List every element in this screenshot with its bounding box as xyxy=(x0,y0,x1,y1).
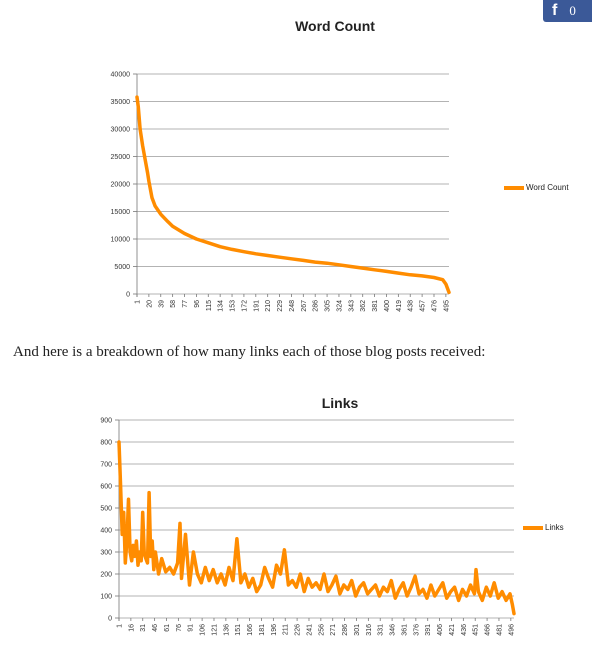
x-tick-label: 438 xyxy=(408,300,415,312)
x-tick-label: 1 xyxy=(117,624,124,628)
y-tick-label: 5000 xyxy=(114,264,130,271)
x-tick-label: 31 xyxy=(140,624,147,632)
x-tick-label: 134 xyxy=(218,300,225,312)
x-tick-label: 362 xyxy=(360,300,367,312)
x-tick-label: 91 xyxy=(188,624,195,632)
y-tick-label: 30000 xyxy=(111,127,131,134)
x-tick-label: 286 xyxy=(342,624,349,636)
x-tick-label: 241 xyxy=(306,624,313,636)
x-tick-label: 1 xyxy=(135,300,142,304)
y-tick-label: 0 xyxy=(126,292,130,299)
word-count-chart: Word Count 0 5000 10000 15000 20000 25000 3000… xyxy=(90,10,580,330)
x-tick-label: 115 xyxy=(206,300,213,311)
x-tick-label: 419 xyxy=(396,300,403,312)
y-tick-label: 10000 xyxy=(111,237,131,244)
x-tick-label: 267 xyxy=(301,300,308,312)
y-tick-label: 600 xyxy=(100,484,112,491)
x-tick-label: 391 xyxy=(425,624,432,636)
y-tick-label: 300 xyxy=(100,550,112,557)
word-count-plot: 0 5000 10000 15000 20000 25000 30000 35000 40000… xyxy=(111,72,451,312)
x-tick-label: 301 xyxy=(354,624,361,636)
x-tick-label: 331 xyxy=(378,624,385,636)
x-tick-label: 61 xyxy=(164,624,171,632)
x-tick-label: 166 xyxy=(247,624,254,636)
x-tick-label: 39 xyxy=(158,300,165,308)
share-count: 0 xyxy=(569,3,576,18)
y-tick-label: 0 xyxy=(108,616,112,623)
x-tick-label: 58 xyxy=(170,300,177,308)
y-tick-label: 15000 xyxy=(111,209,131,216)
x-tick-label: 286 xyxy=(313,300,320,312)
x-tick-label: 421 xyxy=(449,624,456,636)
x-tick-label: 196 xyxy=(271,624,278,636)
links-chart: Links 0 100 200 300 400 500 600 700 800 900 1 16 31 4… xyxy=(90,385,580,657)
x-tick-label: 496 xyxy=(508,624,515,636)
legend-swatch xyxy=(504,185,524,190)
x-tick-label: 76 xyxy=(176,624,183,632)
x-tick-label: 226 xyxy=(295,624,302,636)
y-tick-label: 900 xyxy=(100,418,112,425)
x-tick-label: 136 xyxy=(223,624,230,636)
body-paragraph: And here is a breakdown of how many link… xyxy=(13,344,486,360)
y-tick-label: 100 xyxy=(100,594,112,601)
x-tick-label: 151 xyxy=(235,624,242,636)
chart-legend: Word Count xyxy=(504,183,569,192)
x-tick-label: 248 xyxy=(289,300,296,312)
x-tick-label: 451 xyxy=(473,624,480,636)
legend-label: Links xyxy=(545,523,564,532)
x-tick-label: 381 xyxy=(372,300,379,312)
x-tick-label: 20 xyxy=(146,300,153,308)
y-tick-label: 35000 xyxy=(111,99,131,106)
y-tick-label: 800 xyxy=(100,440,112,447)
x-tick-label: 46 xyxy=(152,624,159,632)
legend-swatch xyxy=(523,525,543,530)
x-tick-label: 400 xyxy=(384,300,391,312)
x-tick-label: 153 xyxy=(230,300,237,312)
x-tick-label: 343 xyxy=(348,300,355,312)
x-tick-label: 256 xyxy=(318,624,325,636)
links-plot: 0 100 200 300 400 500 600 700 800 900 1 16 31 46 61 76 9… xyxy=(100,418,516,636)
chart-title: Links xyxy=(321,395,359,411)
x-tick-label: 476 xyxy=(431,300,438,312)
x-tick-label: 16 xyxy=(128,624,135,632)
x-tick-label: 466 xyxy=(485,624,492,636)
x-tick-label: 457 xyxy=(420,300,427,312)
x-tick-label: 346 xyxy=(390,624,397,636)
x-tick-label: 481 xyxy=(496,624,503,636)
legend-label: Word Count xyxy=(526,183,569,192)
x-tick-label: 495 xyxy=(443,300,450,312)
x-tick-label: 211 xyxy=(283,624,290,635)
x-tick-label: 191 xyxy=(253,300,260,312)
x-tick-label: 121 xyxy=(211,624,218,636)
x-tick-label: 305 xyxy=(325,300,332,312)
series-line xyxy=(117,440,516,616)
y-tick-label: 700 xyxy=(100,462,112,469)
y-tick-label: 25000 xyxy=(111,154,131,161)
x-tick-label: 324 xyxy=(336,300,343,312)
x-tick-label: 210 xyxy=(265,300,272,312)
x-tick-label: 316 xyxy=(366,624,373,636)
x-tick-label: 361 xyxy=(401,624,408,636)
x-tick-label: 96 xyxy=(194,300,201,308)
y-tick-label: 400 xyxy=(100,528,112,535)
y-tick-label: 200 xyxy=(100,572,112,579)
x-tick-label: 376 xyxy=(413,624,420,636)
y-tick-label: 20000 xyxy=(111,182,131,189)
x-tick-label: 436 xyxy=(461,624,468,636)
y-tick-label: 40000 xyxy=(111,72,131,79)
y-tick-label: 500 xyxy=(100,506,112,513)
x-tick-label: 172 xyxy=(241,300,248,312)
series-line xyxy=(135,95,451,295)
x-tick-label: 406 xyxy=(437,624,444,636)
x-tick-label: 229 xyxy=(277,300,284,312)
chart-title: Word Count xyxy=(295,18,375,34)
x-tick-label: 181 xyxy=(259,624,266,636)
facebook-share-button[interactable]: f 0 xyxy=(543,0,592,22)
x-tick-label: 106 xyxy=(200,624,207,636)
x-tick-label: 77 xyxy=(182,300,189,308)
chart-legend: Links xyxy=(523,523,564,532)
x-tick-label: 271 xyxy=(330,624,337,636)
facebook-icon: f xyxy=(552,2,558,19)
